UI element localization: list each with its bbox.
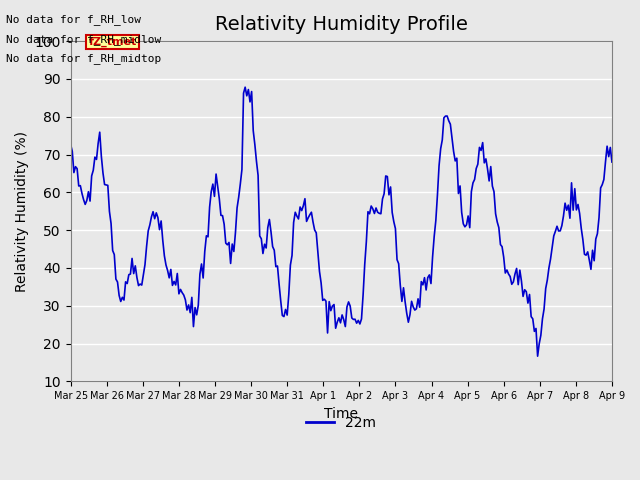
Text: No data for f_RH_low: No data for f_RH_low: [6, 14, 141, 25]
Legend: 22m: 22m: [301, 410, 382, 436]
Y-axis label: Relativity Humidity (%): Relativity Humidity (%): [15, 131, 29, 292]
Text: No data for f_RH_midlow: No data for f_RH_midlow: [6, 34, 162, 45]
Text: No data for f_RH_midtop: No data for f_RH_midtop: [6, 53, 162, 64]
X-axis label: Time: Time: [324, 407, 358, 420]
Title: Relativity Humidity Profile: Relativity Humidity Profile: [215, 15, 468, 34]
Text: fZ_tmet: fZ_tmet: [89, 37, 137, 47]
